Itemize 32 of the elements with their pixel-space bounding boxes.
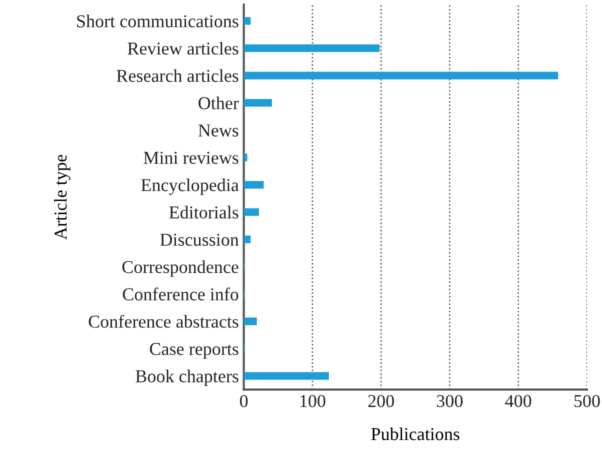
bar [244,17,251,25]
x-tick-label: 0 [240,394,248,408]
y-tick-label: Discussion [160,234,239,246]
y-tick-label: Short communications [77,14,238,28]
bar [244,317,257,326]
x-tick-label: 500 [574,394,600,408]
x-tick-label: 100 [300,394,326,408]
y-tick-label: Mini reviews [144,152,238,164]
x-axis-title: Publications [371,427,460,440]
y-tick-label: Case reports [150,342,238,359]
bar [244,372,329,380]
y-axis-title: Article type [54,154,70,240]
bar [244,44,380,52]
y-tick-label: Review articles [128,42,238,55]
bar [244,180,264,189]
x-tick-label: 200 [368,394,394,408]
bar [244,208,259,216]
bar [244,236,251,244]
y-tick-label: Correspondence [122,260,238,277]
y-tick-label: Book chapters [136,370,238,386]
y-tick-label: Other [198,96,239,110]
bar [244,99,272,107]
bar [244,72,558,80]
y-tick-label: Conference info [122,288,238,300]
y-tick-label: Encyclopedia [141,178,239,195]
y-tick-label: Research articles [116,69,238,82]
y-tick-label: Editorials [169,206,238,219]
x-tick-label: 300 [437,394,463,408]
y-tick-label: News [198,124,238,137]
y-tick-label: Conference abstracts [88,314,238,328]
x-tick-label: 400 [505,394,532,408]
bar [244,154,248,162]
